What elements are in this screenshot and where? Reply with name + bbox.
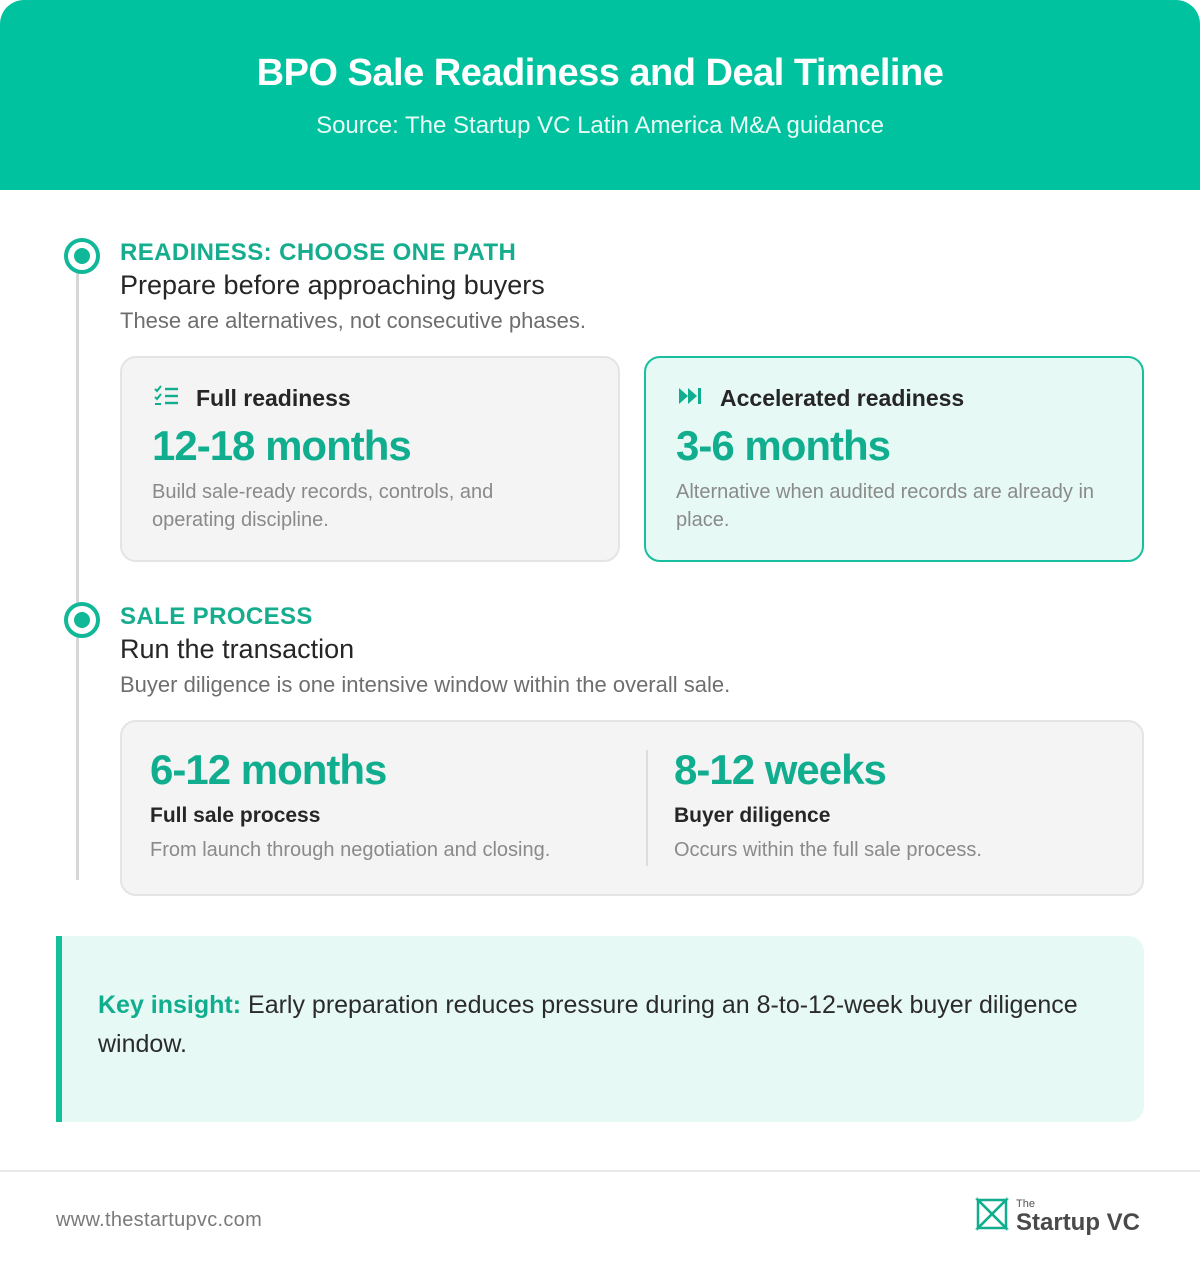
logo-mark-icon <box>974 1196 1010 1237</box>
footer-divider <box>0 1170 1200 1172</box>
key-insight-text: Key insight: Early preparation reduces p… <box>98 986 1108 1064</box>
full-readiness-description: Build sale-ready records, controls, and … <box>152 481 494 531</box>
checklist-icon <box>152 384 184 413</box>
readiness-description: These are alternatives, not consecutive … <box>120 308 586 333</box>
sale-process-card: 6-12 months Full sale process From launc… <box>120 720 1144 896</box>
fast-forward-icon <box>676 384 708 413</box>
key-insight-label: Key insight: <box>98 991 242 1019</box>
startupvc-logo: The Startup VC <box>974 1196 1140 1237</box>
page-source: Source: The Startup VC Latin America M&A… <box>316 112 884 139</box>
full-readiness-name: Full readiness <box>196 385 351 411</box>
key-insight-box: Key insight: Early preparation reduces p… <box>56 936 1144 1122</box>
full-sale-duration: 6-12 months <box>150 746 387 793</box>
logo-small-text: The <box>1016 1197 1035 1210</box>
footer-url[interactable]: www.thestartupvc.com <box>56 1209 263 1231</box>
sale-process-divider <box>646 750 648 866</box>
sale-process-label: SALE PROCESS <box>120 603 313 630</box>
accelerated-readiness-duration: 3-6 months <box>676 422 891 469</box>
full-readiness-duration: 12-18 months <box>152 422 412 469</box>
timeline-line <box>76 256 79 880</box>
readiness-label: READINESS: CHOOSE ONE PATH <box>120 239 517 266</box>
timeline-dot-readiness <box>64 238 100 274</box>
buyer-diligence-description: Occurs within the full sale process. <box>674 839 982 861</box>
buyer-diligence-name: Buyer diligence <box>674 804 831 827</box>
timeline-dot-sale <box>64 602 100 638</box>
page-title: BPO Sale Readiness and Deal Timeline <box>256 52 944 94</box>
sale-process-description: Buyer diligence is one intensive window … <box>120 672 731 697</box>
full-sale-description: From launch through negotiation and clos… <box>150 839 551 861</box>
full-readiness-card: Full readiness 12-18 months Build sale-r… <box>120 356 620 562</box>
buyer-diligence-duration: 8-12 weeks <box>674 746 887 793</box>
accelerated-readiness-description: Alternative when audited records are alr… <box>676 481 1095 531</box>
header-banner: BPO Sale Readiness and Deal Timeline Sou… <box>0 0 1200 190</box>
full-sale-name: Full sale process <box>150 804 321 827</box>
key-insight-body: Early preparation reduces pressure durin… <box>98 991 1078 1058</box>
accelerated-readiness-card: Accelerated readiness 3-6 months Alterna… <box>644 356 1144 562</box>
logo-name-text: Startup VC <box>1016 1208 1141 1236</box>
accelerated-readiness-name: Accelerated readiness <box>720 385 965 411</box>
readiness-title: Prepare before approaching buyers <box>120 270 545 300</box>
sale-process-title: Run the transaction <box>120 634 355 664</box>
